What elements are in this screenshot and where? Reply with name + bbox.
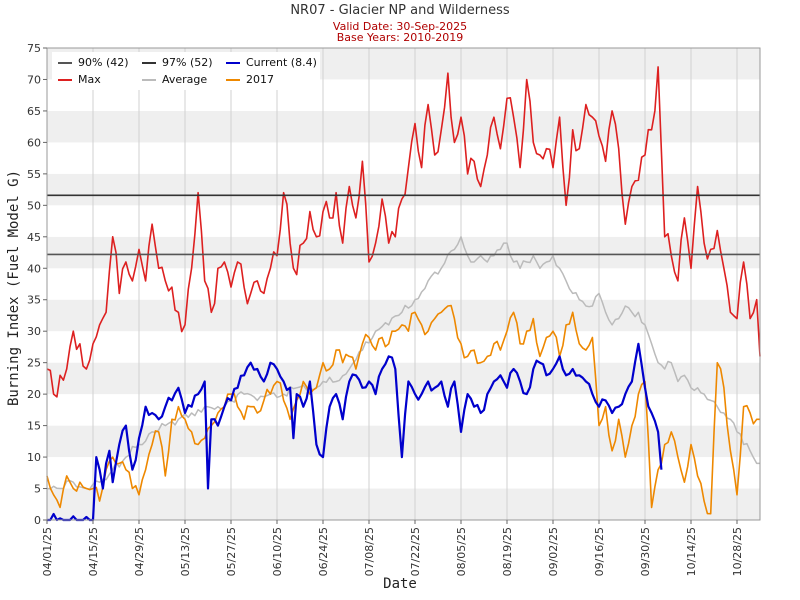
x-tick-label: 09/16/25 xyxy=(593,527,606,576)
y-tick-label: 20 xyxy=(27,388,41,401)
grid-band xyxy=(47,110,760,143)
y-axis-label: Burning Index (Fuel Model G) xyxy=(6,169,22,407)
y-tick-label: 35 xyxy=(27,294,41,307)
legend-swatch-90pct xyxy=(58,61,72,64)
series-line-average xyxy=(46,236,760,490)
x-tick-label: 06/10/25 xyxy=(271,527,284,576)
legend-swatch-97pct xyxy=(142,61,156,64)
x-tick-label: 07/08/25 xyxy=(363,527,376,576)
legend-item-max: Max xyxy=(58,73,101,86)
y-tick-label: 55 xyxy=(27,168,41,181)
grid-band xyxy=(47,362,760,395)
x-tick-label: 08/05/25 xyxy=(455,527,468,576)
y-tick-label: 65 xyxy=(27,105,41,118)
y-tick-label: 0 xyxy=(34,514,41,527)
legend-item-current: Current (8.4) xyxy=(226,56,317,69)
y-tick-label: 50 xyxy=(27,199,41,212)
y-tick-label: 60 xyxy=(27,136,41,149)
legend: 90% (42) 97% (52) Current (8.4) Max Aver… xyxy=(52,52,320,90)
grid-band xyxy=(47,236,760,269)
series-line-2017 xyxy=(46,304,760,515)
threshold-lines xyxy=(47,194,760,256)
legend-swatch-current xyxy=(226,61,240,64)
valid-date: Valid Date: 30-Sep-2025 xyxy=(332,20,468,33)
x-tick-label: 04/15/25 xyxy=(87,527,100,576)
x-tick-label: 10/14/25 xyxy=(685,527,698,576)
x-tick-label: 06/24/25 xyxy=(317,527,330,576)
y-tick-label: 25 xyxy=(27,357,41,370)
grid-band xyxy=(47,268,760,300)
base-years: Base Years: 2010-2019 xyxy=(336,31,464,44)
legend-item-2017: 2017 xyxy=(226,73,274,86)
series-line-max xyxy=(46,66,761,398)
grid-band xyxy=(47,394,760,426)
y-tick-label: 70 xyxy=(27,73,41,86)
grid-band xyxy=(47,299,760,332)
x-axis-ticks: 04/01/25 04/15/25 04/29/25 05/13/25 05/27/25… xyxy=(41,520,744,576)
legend-label-current: Current (8.4) xyxy=(246,56,317,69)
y-tick-label: 40 xyxy=(27,262,41,275)
chart-title: NR07 - Glacier NP and Wilderness xyxy=(290,3,510,18)
x-tick-label: 10/28/25 xyxy=(731,527,744,576)
grid-band xyxy=(47,488,760,520)
y-tick-label: 10 xyxy=(27,451,41,464)
legend-swatch-2017 xyxy=(226,78,240,81)
x-tick-label: 09/02/25 xyxy=(547,527,560,576)
y-tick-label: 75 xyxy=(27,42,41,55)
legend-label-max: Max xyxy=(78,73,101,86)
y-tick-label: 5 xyxy=(34,483,41,496)
legend-label-90pct: 90% (42) xyxy=(78,56,129,69)
series-lines xyxy=(46,66,761,522)
grid-band xyxy=(47,457,760,489)
grid-band xyxy=(47,205,760,237)
legend-swatch-average xyxy=(142,78,156,81)
grid-band xyxy=(47,173,760,206)
legend-label-2017: 2017 xyxy=(246,73,274,86)
x-tick-label: 05/27/25 xyxy=(225,527,238,576)
plot-background-bands xyxy=(47,48,760,520)
x-tick-label: 04/29/25 xyxy=(133,527,146,576)
series-line-current-8-4 xyxy=(47,342,663,522)
grid-band xyxy=(47,142,760,174)
legend-swatch-max xyxy=(58,78,72,81)
x-tick-label: 07/22/25 xyxy=(409,527,422,576)
plot-frame xyxy=(46,47,761,521)
legend-item-90pct: 90% (42) xyxy=(58,56,129,69)
y-tick-label: 45 xyxy=(27,231,41,244)
x-tick-label: 05/13/25 xyxy=(179,527,192,576)
y-tick-label: 15 xyxy=(27,420,41,433)
x-tick-label: 08/19/25 xyxy=(501,527,514,576)
x-tick-label: 09/30/25 xyxy=(639,527,652,576)
y-axis-ticks: 0 5 10 15 20 25 30 35 40 45 50 55 60 65 70 75 xyxy=(27,42,47,527)
legend-item-97pct: 97% (52) xyxy=(142,56,213,69)
x-tick-label: 04/01/25 xyxy=(41,527,54,576)
legend-item-average: Average xyxy=(142,73,207,86)
legend-label-average: Average xyxy=(162,73,208,86)
x-axis-label: Date xyxy=(383,576,417,592)
y-tick-label: 30 xyxy=(27,325,41,338)
legend-label-97pct: 97% (52) xyxy=(162,56,213,69)
